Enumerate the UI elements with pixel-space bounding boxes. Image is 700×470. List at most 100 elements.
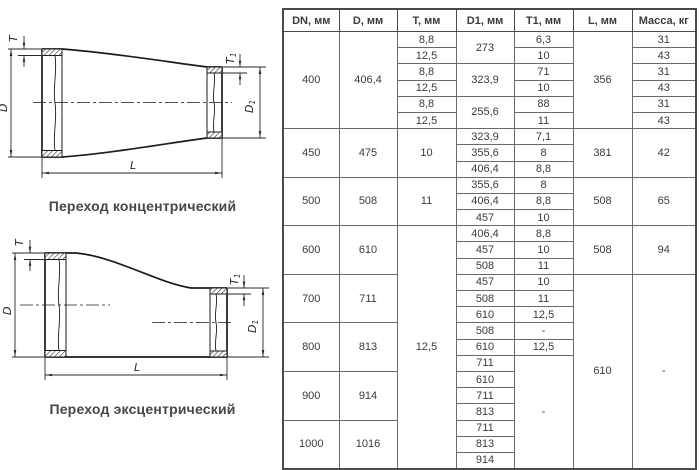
cell-t1: 10: [513, 241, 574, 259]
col-header-mass: Масса, кг: [631, 8, 697, 32]
table-row: 813: [283, 403, 696, 421]
cell-t1: 8: [513, 144, 574, 162]
dim-label-T1: T1: [224, 52, 238, 64]
col-header-t1: T1, мм: [513, 8, 574, 32]
cell-l: 381: [572, 128, 633, 178]
cell-t1: -: [513, 354, 574, 470]
cell-d1: 610: [455, 338, 515, 356]
table-header-row: DN, мм D, мм T, мм D1, мм T1, мм L, мм М…: [282, 8, 697, 32]
cell-t1: 88: [513, 95, 574, 113]
cell-t: 8,8: [396, 95, 457, 113]
cell-l: 356: [572, 30, 633, 130]
cell-mass: 65: [631, 176, 697, 227]
cell-t: 11: [396, 176, 457, 227]
col-header-l: L, мм: [572, 8, 633, 32]
dim-label-D1: D1: [246, 320, 260, 333]
dim-label-D: D: [1, 307, 14, 315]
dim-label-L: L: [130, 159, 136, 172]
cell-d1: 406,4: [455, 192, 515, 211]
table-row: 8,8 323,9 71 31: [283, 63, 697, 97]
cell-d1: 508: [455, 257, 515, 275]
eccentric-reducer-drawing: T D T1 D1 L: [1, 238, 269, 380]
dimension-lines: [8, 36, 266, 178]
cell-d: 406,4: [338, 30, 398, 130]
cell-d1: 255,6: [455, 95, 515, 130]
cell-d: 711: [338, 273, 398, 324]
cell-d1: 355,6: [455, 144, 515, 162]
cell-dn: 800: [282, 322, 340, 372]
cell-dn: 600: [282, 225, 340, 275]
table-row: 8,8 255,6 88 31: [283, 95, 697, 130]
table-row: 12,5 11 43: [283, 111, 697, 130]
cell-dn: 450: [282, 128, 340, 178]
cell-d: 914: [338, 370, 398, 421]
cell-d1: 610: [455, 306, 515, 324]
cell-d1: 457: [455, 209, 515, 227]
cell-l: 508: [572, 176, 633, 227]
col-header-d: D, мм: [338, 8, 398, 32]
cell-d1: 273: [455, 30, 515, 65]
cell-t: 8,8: [396, 63, 457, 81]
dim-label-T: T: [7, 34, 20, 42]
dimension-labels: T D T1 D1 L: [0, 34, 257, 172]
cell-d1: 711: [455, 419, 515, 437]
col-header-d1: D1, мм: [455, 8, 515, 32]
cell-mass: 94: [631, 225, 697, 275]
reducer-drawings-svg: T D T1 D1 L: [0, 34, 269, 380]
table-row: 400 406,4 8,8 273 6,3 356 31: [282, 30, 697, 130]
cell-d1: 914: [455, 451, 515, 470]
cell-t: 12,5: [396, 79, 457, 97]
pipe-outline: [41, 48, 223, 158]
cell-dn: 500: [282, 176, 340, 227]
cell-d1: 406,4: [455, 160, 515, 178]
table-row: 600 610 12,5 406,4 8,8 508 94: [282, 225, 697, 470]
cell-dn: 400: [282, 30, 340, 130]
cell-dn: 900: [282, 370, 340, 421]
table-row: 610 12,5: [283, 338, 696, 356]
cell-d1: 508: [455, 322, 515, 340]
cell-mass: 43: [631, 79, 697, 97]
table-row: 406,4 8,8: [283, 160, 696, 178]
cell-t1: 11: [513, 289, 574, 308]
cell-d1: 323,9: [455, 128, 515, 146]
cell-mass: -: [631, 273, 697, 470]
table-row: 711: [283, 387, 696, 405]
cell-mass: 31: [631, 95, 697, 113]
cell-t1: 11: [513, 257, 574, 275]
table-row: 500 508 11 355,6 8 508 65: [282, 176, 697, 227]
cell-t1: 8,8: [513, 192, 574, 211]
cell-d1: 610: [455, 370, 515, 389]
cell-d: 475: [338, 128, 398, 178]
inner-edges: [53, 55, 216, 151]
cell-mass: 31: [631, 30, 697, 49]
dim-label-T: T: [13, 238, 26, 246]
cell-d: 610: [338, 225, 398, 275]
technical-drawings-panel: T D T1 D1 L: [0, 0, 280, 450]
cell-d1: 813: [455, 403, 515, 421]
dim-label-D: D: [0, 104, 10, 112]
cell-d: 1016: [338, 419, 398, 470]
cell-l: 610: [572, 273, 633, 470]
cell-d1: 355,6: [455, 176, 515, 194]
col-header-t: T, мм: [396, 8, 457, 32]
cell-d1: 508: [455, 289, 515, 308]
table-row: 800 813 508 -: [282, 322, 696, 372]
cell-d: 508: [338, 176, 398, 227]
cell-d1: 323,9: [455, 63, 515, 97]
cell-d1: 711: [455, 354, 515, 372]
cell-mass: 43: [631, 47, 697, 65]
caption-concentric: Переход концентрический: [48, 198, 237, 214]
cell-t1: 11: [513, 111, 574, 130]
col-header-dn: DN, мм: [282, 8, 340, 32]
dim-label-D1: D1: [243, 100, 257, 113]
table-row: 457 10: [283, 209, 696, 227]
cell-dn: 1000: [282, 419, 340, 470]
cell-t: 10: [396, 128, 457, 178]
dimension-labels: T D T1 D1 L: [1, 238, 260, 374]
cell-t1: 12,5: [513, 306, 574, 324]
cell-t1: 8,8: [513, 160, 574, 178]
cell-l: 508: [572, 225, 633, 275]
cell-t: 8,8: [396, 30, 457, 49]
cell-t1: 8,8: [513, 225, 574, 243]
cell-t1: -: [513, 322, 574, 340]
